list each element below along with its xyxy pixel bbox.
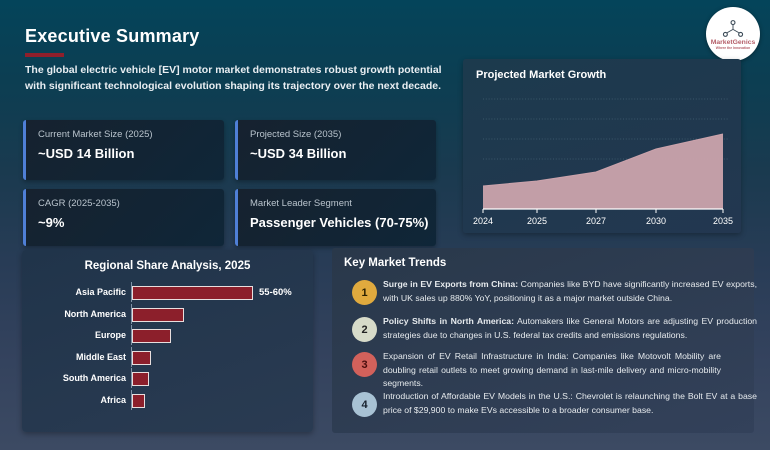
svg-text:2035: 2035 bbox=[713, 216, 733, 226]
svg-text:2024: 2024 bbox=[473, 216, 493, 226]
svg-text:2025: 2025 bbox=[527, 216, 547, 226]
svg-text:2030: 2030 bbox=[646, 216, 666, 226]
svg-text:2027: 2027 bbox=[586, 216, 606, 226]
